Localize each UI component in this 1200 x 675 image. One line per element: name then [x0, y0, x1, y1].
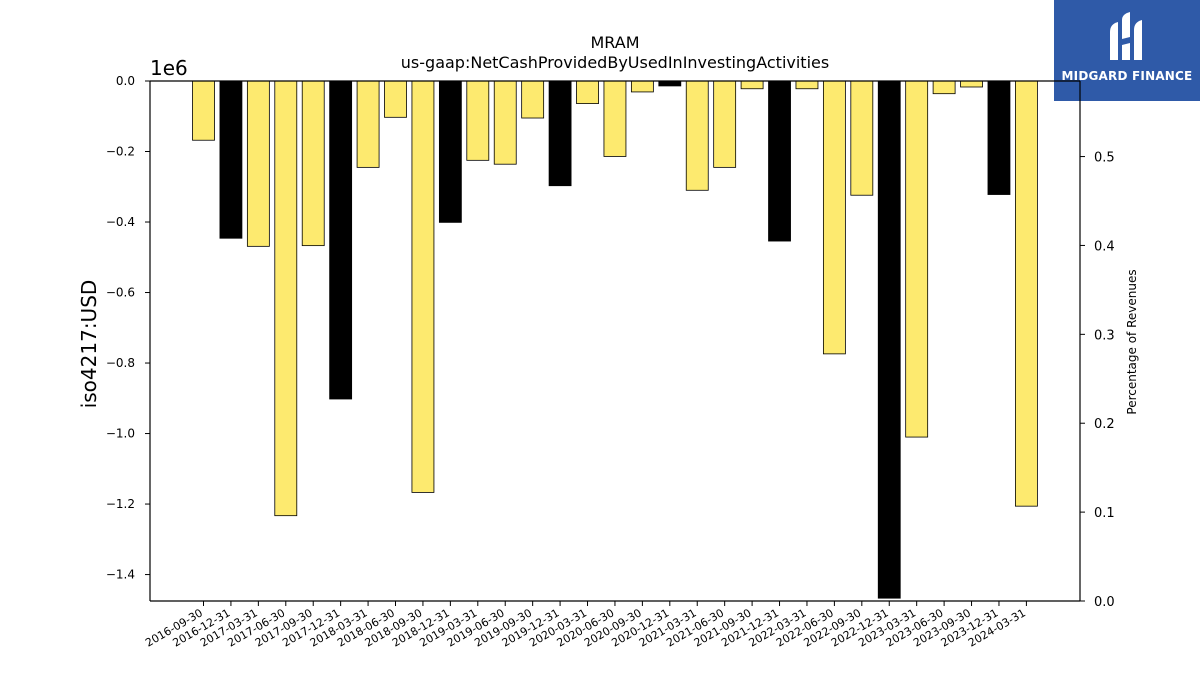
- bar-2024-03-31: [1015, 80, 1038, 507]
- bar-2023-03-31: [905, 80, 929, 438]
- y2-tick-label: 0.0: [1094, 595, 1115, 610]
- y2-axis-label: Percentage of Revenues: [1125, 269, 1139, 414]
- bar-2022-03-31: [795, 80, 819, 90]
- bar-2019-12-31: [548, 80, 572, 187]
- bar-2017-03-31: [246, 80, 270, 247]
- bar-2022-09-30: [850, 80, 874, 196]
- bar-2020-03-31: [576, 80, 599, 104]
- y-tick-label: −1.4: [106, 568, 135, 582]
- bar-2020-09-30: [630, 80, 654, 93]
- bar-2019-06-30: [493, 80, 517, 165]
- bar-2019-09-30: [521, 80, 545, 119]
- y2-tick-label: 0.2: [1094, 417, 1115, 432]
- brand-logo: MIDGARD FINANCE: [1054, 0, 1200, 101]
- bar-2018-03-31: [356, 80, 380, 168]
- midgard-logo-icon: [1110, 12, 1142, 60]
- y-tick-label: 0.0: [116, 74, 135, 88]
- bar-2021-03-31: [685, 80, 709, 191]
- bar-2017-12-31: [329, 80, 353, 400]
- bar-2021-09-30: [740, 80, 764, 90]
- bar-2019-03-31: [466, 80, 490, 161]
- y2-tick-label: 0.1: [1094, 506, 1115, 521]
- bar-2017-06-30: [274, 80, 298, 517]
- bar-2016-09-30: [192, 80, 215, 141]
- y-offset-label: 1e6: [150, 56, 188, 80]
- bar-2018-09-30: [411, 80, 435, 493]
- bar-2022-12-31: [877, 80, 901, 599]
- y2-tick-label: 0.3: [1094, 328, 1115, 343]
- bar-2017-09-30: [301, 80, 325, 247]
- brand-name: MIDGARD FINANCE: [1061, 69, 1193, 83]
- bar-2020-12-31: [658, 80, 682, 87]
- chart-title: MRAM: [590, 33, 639, 52]
- chart-subtitle: us-gaap:NetCashProvidedByUsedInInvesting…: [401, 53, 829, 72]
- axes-layer: 0.0 −0.2 −0.4 −0.6 −0.8 −1.0 −1.2 −1.4 0.0 0.1 0.2…: [106, 74, 1115, 650]
- bar-2021-06-30: [713, 80, 737, 168]
- bar-2023-06-30: [932, 80, 956, 95]
- bar-2020-06-30: [603, 80, 627, 157]
- y-tick-label: −1.2: [106, 497, 135, 511]
- y-tick-label: −0.8: [106, 356, 135, 370]
- bar-2023-12-31: [987, 80, 1011, 195]
- y-tick-label: −0.4: [106, 215, 135, 229]
- bar-2021-12-31: [768, 80, 791, 242]
- y2-tick-label: 0.5: [1094, 151, 1115, 166]
- bar-2018-12-31: [438, 80, 462, 223]
- y2-tick-label: 0.4: [1094, 239, 1115, 254]
- y-tick-label: −0.2: [106, 145, 135, 159]
- bar-2023-09-30: [960, 80, 983, 88]
- bars-layer: [192, 80, 1038, 599]
- bar-2016-12-31: [219, 80, 243, 239]
- bar-2022-06-30: [822, 80, 846, 355]
- y-tick-label: −1.0: [106, 427, 135, 441]
- y-axis-label: iso4217:USD: [77, 280, 101, 409]
- y-tick-label: −0.6: [106, 286, 135, 300]
- bar-2018-06-30: [384, 80, 407, 118]
